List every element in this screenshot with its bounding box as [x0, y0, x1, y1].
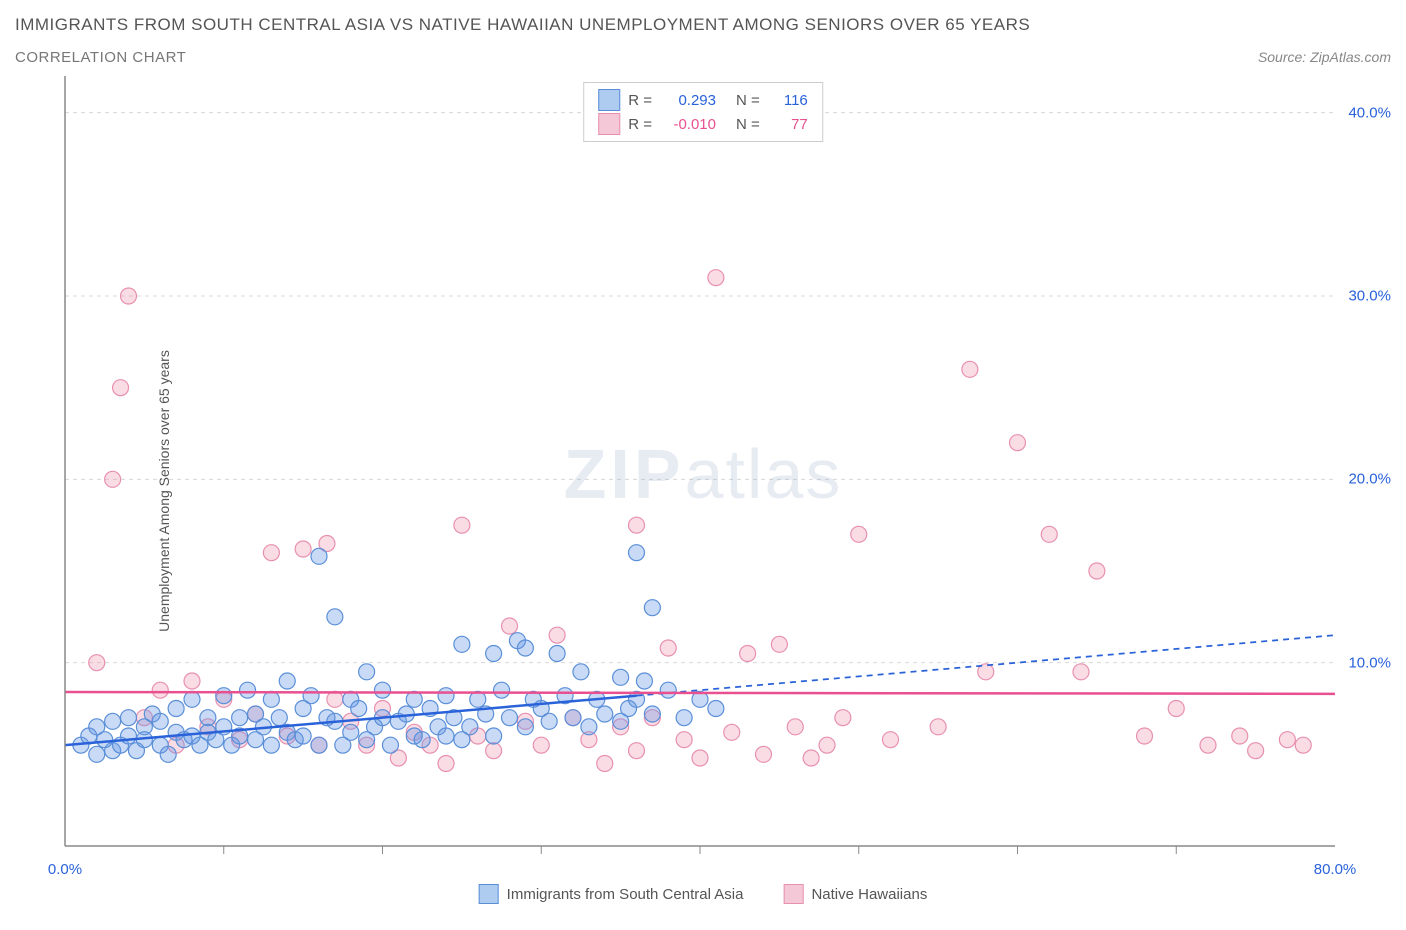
y-tick-label: 40.0%: [1348, 104, 1391, 121]
source-label: Source: ZipAtlas.com: [1258, 49, 1391, 65]
legend-r-label: R =: [628, 92, 652, 109]
legend-n-label: N =: [736, 92, 760, 109]
x-tick-label: 0.0%: [48, 861, 82, 878]
series-legend: Immigrants from South Central Asia Native…: [479, 884, 928, 904]
legend-swatch: [479, 884, 499, 904]
chart-title: IMMIGRANTS FROM SOUTH CENTRAL ASIA VS NA…: [15, 15, 1391, 35]
scatter-plot: [15, 76, 1391, 906]
y-tick-label: 10.0%: [1348, 654, 1391, 671]
legend-row: R = 0.293 N = 116: [598, 89, 808, 111]
series-legend-label: Native Hawaiians: [811, 886, 927, 903]
legend-swatch: [598, 113, 620, 135]
legend-swatch: [783, 884, 803, 904]
y-axis-label: Unemployment Among Seniors over 65 years: [156, 350, 172, 632]
series-legend-label: Immigrants from South Central Asia: [507, 886, 744, 903]
legend-row: R = -0.010 N = 77: [598, 113, 808, 135]
legend-r-label: R =: [628, 116, 652, 133]
x-tick-label: 80.0%: [1314, 861, 1357, 878]
legend-n-label: N =: [736, 116, 760, 133]
legend-r-value: -0.010: [664, 116, 716, 133]
y-tick-label: 20.0%: [1348, 471, 1391, 488]
chart-subtitle: CORRELATION CHART: [15, 49, 186, 66]
legend-r-value: 0.293: [664, 92, 716, 109]
subtitle-row: CORRELATION CHART Source: ZipAtlas.com: [15, 49, 1391, 66]
series-legend-item: Immigrants from South Central Asia: [479, 884, 744, 904]
y-tick-label: 30.0%: [1348, 288, 1391, 305]
legend-n-value: 77: [772, 116, 808, 133]
legend-swatch: [598, 89, 620, 111]
correlation-legend: R = 0.293 N = 116 R = -0.010 N = 77: [583, 82, 823, 142]
series-legend-item: Native Hawaiians: [783, 884, 927, 904]
legend-n-value: 116: [772, 92, 808, 109]
chart-container: Unemployment Among Seniors over 65 years…: [15, 76, 1391, 906]
